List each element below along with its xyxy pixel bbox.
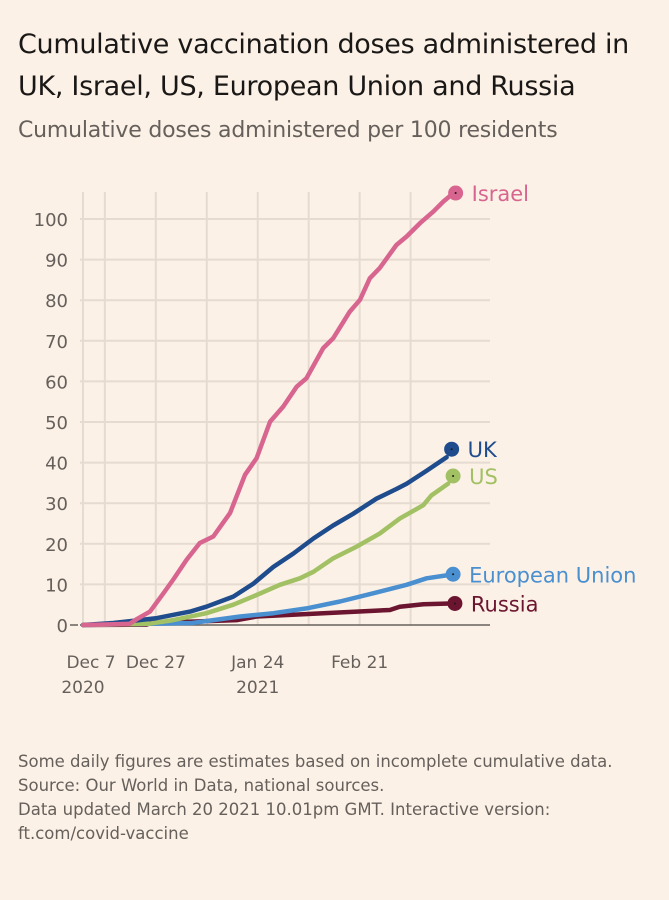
series-line-us xyxy=(80,481,451,628)
y-tick-label: 90 xyxy=(45,251,68,272)
series-line-european-union xyxy=(80,572,451,628)
end-marker-dot xyxy=(454,192,457,195)
x-tick-label: Dec 7 xyxy=(66,653,115,673)
y-tick-label: 60 xyxy=(45,372,68,393)
end-marker-dot xyxy=(450,448,453,451)
series-label: European Union xyxy=(469,563,636,587)
footnote-source: Source: Our World in Data, national sour… xyxy=(18,776,385,795)
series-label: Israel xyxy=(472,182,529,206)
series-label: Russia xyxy=(471,592,539,616)
end-marker-dot xyxy=(452,573,455,576)
y-tick-label: 30 xyxy=(45,494,68,515)
x-tick-label: Jan 24 xyxy=(230,653,284,673)
footnotes: Some daily figures are estimates based o… xyxy=(18,750,658,846)
y-tick-label: 0 xyxy=(57,616,68,637)
series-line-israel xyxy=(80,193,453,628)
footnote-updated: Data updated March 20 2021 10.01pm GMT. … xyxy=(18,800,551,843)
x-tick-year: 2021 xyxy=(236,678,279,698)
y-tick-label: 50 xyxy=(45,413,68,434)
x-tick-label: Feb 21 xyxy=(331,653,388,673)
end-marker-dot xyxy=(452,474,455,477)
y-tick-label: 70 xyxy=(45,332,68,353)
chart-title: Cumulative vaccination doses administere… xyxy=(18,29,629,102)
series-line-uk xyxy=(80,455,449,628)
y-tick-label: 20 xyxy=(45,535,68,556)
y-tick-label: 100 xyxy=(34,210,68,231)
chart-subtitle: Cumulative doses administered per 100 re… xyxy=(18,118,558,143)
footnote-estimates: Some daily figures are estimates based o… xyxy=(18,752,613,771)
y-tick-label: 40 xyxy=(45,454,68,475)
y-tick-label: 80 xyxy=(45,291,68,312)
end-marker-dot xyxy=(453,602,456,605)
series-label: UK xyxy=(468,438,498,462)
line-chart: 0 10 20 30 40 50 60 70 80 90 100 Dec 7 2020 Dec 27 Jan… xyxy=(34,182,637,698)
x-tick-year: 2020 xyxy=(61,678,104,698)
x-tick-label: Dec 27 xyxy=(126,653,186,673)
series-label: US xyxy=(469,465,498,489)
y-tick-label: 10 xyxy=(45,575,68,596)
